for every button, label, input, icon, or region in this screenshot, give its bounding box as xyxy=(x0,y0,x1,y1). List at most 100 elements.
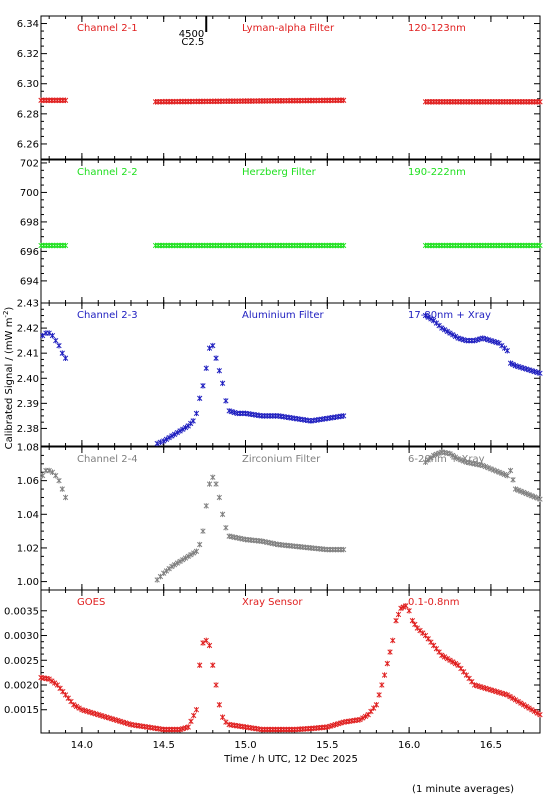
data-point xyxy=(272,98,279,104)
data-point xyxy=(305,242,311,249)
data-point xyxy=(264,413,270,419)
data-point xyxy=(229,242,235,249)
data-point xyxy=(335,242,341,249)
data-point xyxy=(166,242,172,249)
data-point xyxy=(62,355,69,361)
data-point xyxy=(190,418,196,424)
data-point xyxy=(321,242,328,249)
data-point xyxy=(174,242,180,249)
y-tick-label: 2.41 xyxy=(17,349,39,360)
data-point xyxy=(515,487,521,493)
data-point xyxy=(488,99,494,105)
data-point xyxy=(216,367,222,374)
data-point xyxy=(240,242,246,249)
data-point xyxy=(272,413,279,419)
data-point xyxy=(425,314,431,321)
data-point xyxy=(455,455,461,462)
data-point xyxy=(49,678,55,684)
data-point xyxy=(450,659,456,665)
data-point xyxy=(267,98,273,104)
data-point xyxy=(261,726,268,733)
data-point xyxy=(245,98,251,104)
data-point xyxy=(163,436,170,443)
data-point xyxy=(428,99,434,105)
data-point xyxy=(231,98,238,104)
data-point xyxy=(330,97,336,104)
data-point xyxy=(206,642,213,649)
data-point xyxy=(316,242,322,249)
data-point xyxy=(458,99,464,105)
data-point xyxy=(43,242,50,249)
data-point xyxy=(197,662,203,669)
data-point xyxy=(431,452,437,459)
data-point xyxy=(450,99,456,105)
data-point xyxy=(526,491,532,498)
data-point xyxy=(213,682,219,688)
data-point xyxy=(43,97,50,104)
data-point xyxy=(319,242,325,249)
data-point xyxy=(447,450,453,457)
data-point xyxy=(272,726,279,733)
data-point xyxy=(512,486,519,492)
data-point xyxy=(393,617,399,624)
data-point xyxy=(51,97,58,104)
data-point xyxy=(174,98,180,105)
data-point xyxy=(387,649,393,655)
data-point xyxy=(56,342,62,349)
data-point xyxy=(338,242,344,249)
data-point xyxy=(204,98,210,105)
data-point xyxy=(216,494,222,501)
data-point xyxy=(512,242,519,249)
data-point xyxy=(327,97,333,104)
data-point xyxy=(39,332,46,339)
data-point xyxy=(439,325,445,331)
data-point xyxy=(200,640,206,646)
data-point xyxy=(253,242,260,249)
data-point xyxy=(485,464,491,471)
data-point xyxy=(450,452,456,459)
data-point xyxy=(444,655,450,662)
data-point xyxy=(447,657,453,664)
data-point xyxy=(501,471,508,478)
data-point xyxy=(441,326,448,333)
panel-band-label: 0.1-0.8nm xyxy=(408,597,460,608)
data-point xyxy=(452,660,459,667)
data-point xyxy=(319,97,325,104)
data-point xyxy=(460,99,467,105)
data-point xyxy=(270,98,276,104)
data-point xyxy=(39,472,46,479)
data-point xyxy=(267,726,273,733)
series-5 xyxy=(38,603,543,733)
data-point xyxy=(300,242,306,249)
y-tick-label: 702 xyxy=(20,158,39,169)
data-point xyxy=(327,242,333,249)
data-point xyxy=(357,716,363,723)
data-point xyxy=(76,705,82,711)
y-tick-label: 6.32 xyxy=(17,49,39,60)
data-point xyxy=(441,242,448,249)
data-point xyxy=(281,97,287,104)
data-point xyxy=(477,242,483,249)
data-point xyxy=(283,726,290,733)
data-point xyxy=(180,242,186,249)
y-tick-label: 2.39 xyxy=(17,399,39,410)
data-point xyxy=(504,692,510,698)
data-point xyxy=(177,428,183,434)
data-point xyxy=(482,242,489,249)
panel-channel-label: Channel 2-2 xyxy=(77,167,138,178)
data-point xyxy=(297,97,303,104)
data-point xyxy=(311,97,317,104)
y-tick-label: 6.26 xyxy=(17,139,39,150)
data-point xyxy=(436,99,442,105)
data-point xyxy=(223,524,229,531)
data-point xyxy=(169,98,175,105)
data-point xyxy=(197,541,203,548)
data-point xyxy=(49,332,56,339)
x-tick-label: 14.5 xyxy=(153,740,175,751)
data-point xyxy=(226,242,232,249)
data-point xyxy=(507,242,513,249)
panel-filter-label: Xray Sensor xyxy=(242,597,303,608)
y-tick-label: 696 xyxy=(20,247,39,258)
data-point xyxy=(504,347,510,354)
data-point xyxy=(390,637,396,644)
